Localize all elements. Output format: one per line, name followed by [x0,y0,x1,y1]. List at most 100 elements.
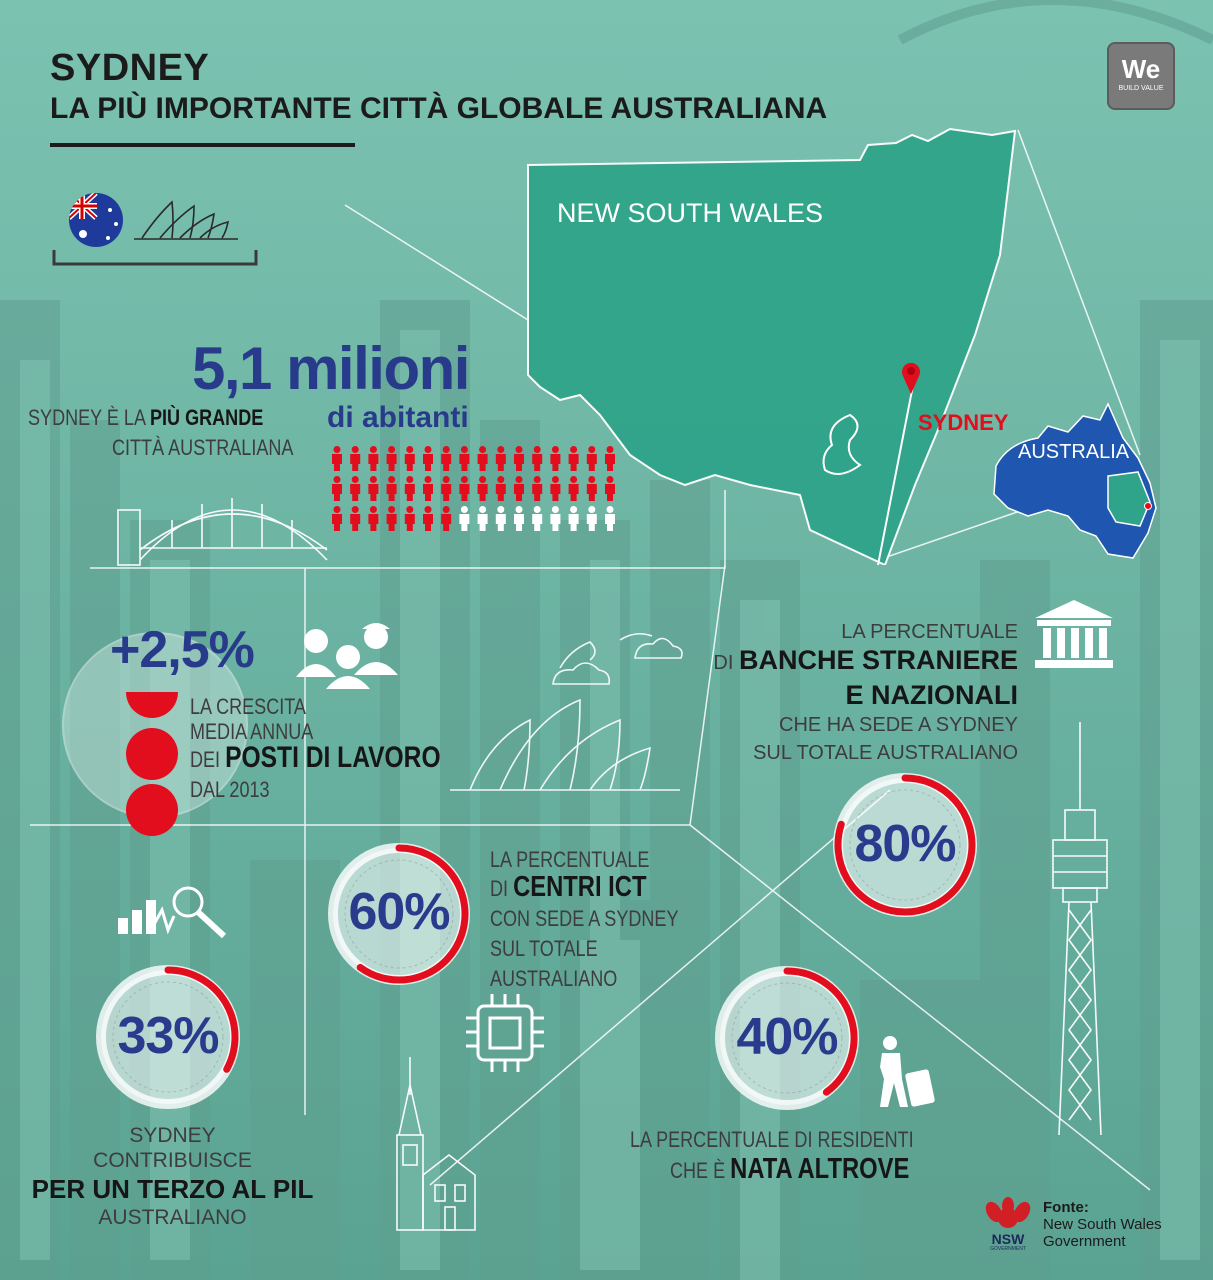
person-icon [568,506,579,531]
person-icon [568,476,579,501]
opera-house-icon [134,200,238,240]
banks-caption-line4: CHE HA SEDE A SYDNEY [779,714,1018,736]
person-icon [586,476,597,501]
person-icon [550,506,561,531]
person-icon [404,476,415,501]
banks-progress-ring [833,773,977,917]
ict-caption-line1: LA PERCENTUALE [490,847,650,872]
gdp-progress-ring [96,965,240,1109]
person-icon [423,476,433,501]
person-icon [532,446,543,471]
ict-progress-ring [328,843,470,985]
person-icon [477,476,488,501]
jobs-caption-line2: MEDIA ANNUA [190,719,314,744]
source-line2: Government [1043,1233,1126,1250]
person-icon [477,446,488,471]
person-icon [459,476,470,501]
person-icon [350,446,361,471]
person-icon [605,446,615,471]
logo-mark: We [1121,54,1161,84]
person-icon [586,506,597,531]
person-icon [404,506,415,531]
traveler-icon [880,1036,935,1107]
banks-value: 80% [854,815,956,873]
gdp-value: 33% [117,1007,219,1065]
person-icon [368,446,379,471]
person-icon [368,506,379,531]
cloud-icon [552,637,683,685]
person-icon [495,476,506,501]
we-build-value-logo: We BUILD VALUE [1107,42,1175,110]
banks-caption-line1: LA PERCENTUALE [841,621,1018,643]
title-underline [50,143,355,147]
person-icon [386,506,397,531]
ring-inner-dashes [112,981,224,1093]
population-number: 5,1 milioni [192,335,470,402]
person-icon [459,506,470,531]
gdp-caption-line3: PER UN TERZO AL PIL [31,1174,314,1204]
source-label: Fonte: [1043,1199,1089,1216]
person-icon [350,476,361,501]
gdp-caption-line2: CONTRIBUISCE [93,1149,252,1172]
gdp-caption-line1: SYDNEY [129,1124,216,1147]
person-icon [423,506,433,531]
person-icon [532,476,543,501]
chart-magnifier-icon [118,886,227,939]
jobs-growth-value: +2,5% [110,621,255,679]
banks-caption-line3: E NAZIONALI [845,680,1019,710]
person-icon [495,446,506,471]
map-label-sydney: SYDNEY [918,410,1009,435]
page-title: SYDNEY [50,47,210,89]
growth-dots-icon [126,692,178,836]
map-label-nsw: NEW SOUTH WALES [557,198,824,228]
residents-caption-line2: CHE È NATA ALTROVE [670,1153,910,1185]
person-icon [532,506,543,531]
cathedral-icon [396,1057,476,1231]
ring-progress-arc [834,774,976,916]
map-label-australia: AUSTRALIA [1018,441,1130,463]
nsw-logo-text: NSW [991,1231,1025,1247]
map-pin-icon [902,362,920,394]
person-icon [514,506,524,531]
jobs-caption-line3: DEI POSTI DI LAVORO [190,741,441,774]
jobs-caption-line4: DAL 2013 [190,777,270,802]
population-pictogram [332,446,615,531]
ring-inner-dashes [731,982,843,1094]
person-icon [350,506,361,531]
person-icon [423,446,433,471]
logo-tagline: BUILD VALUE [1118,85,1164,92]
person-icon [477,506,488,531]
ict-caption: LA PERCENTUALE DI CENTRI ICT CON SEDE A … [490,848,720,994]
ring-progress-arc [164,966,239,1073]
residents-progress-ring [715,966,859,1110]
population-caption-line1: SYDNEY È LA PIÙ GRANDE [28,405,264,430]
person-icon [441,446,452,471]
ict-caption-line2: DI CENTRI ICT [490,871,647,903]
residents-caption-line1: LA PERCENTUALE DI RESIDENTI [630,1127,914,1152]
person-icon [568,446,579,471]
ict-value: 60% [348,883,450,941]
source-line1: New South Wales [1043,1216,1162,1233]
person-icon [386,476,397,501]
chip-icon [466,994,544,1072]
person-icon [441,476,452,501]
ring-inner-dashes [344,859,454,969]
ring-inner-dashes [849,789,961,901]
person-icon [605,506,615,531]
banks-caption: LA PERCENTUALE DI BANCHE STRANIERE E NAZ… [700,620,1018,767]
workers-icon [296,623,398,689]
sydney-tower-icon [1052,722,1108,1136]
banks-caption-line2: DI BANCHE STRANIERE [713,645,1018,675]
gdp-caption: SYDNEY CONTRIBUISCE PER UN TERZO AL PIL … [30,1123,315,1230]
person-icon [459,446,470,471]
person-icon [332,506,342,531]
person-icon [441,506,452,531]
ring-progress-arc [356,844,469,984]
jobs-caption-line1: LA CRESCITA [190,694,306,719]
ict-caption-line3: CON SEDE A SYDNEY [490,906,679,931]
icon-bracket [52,250,258,266]
opera-house-illustration [450,632,680,791]
nsw-logo-subtext: GOVERNMENT [990,1246,1026,1252]
ict-caption-line5: AUSTRALIANO [490,966,618,991]
person-icon [550,446,561,471]
